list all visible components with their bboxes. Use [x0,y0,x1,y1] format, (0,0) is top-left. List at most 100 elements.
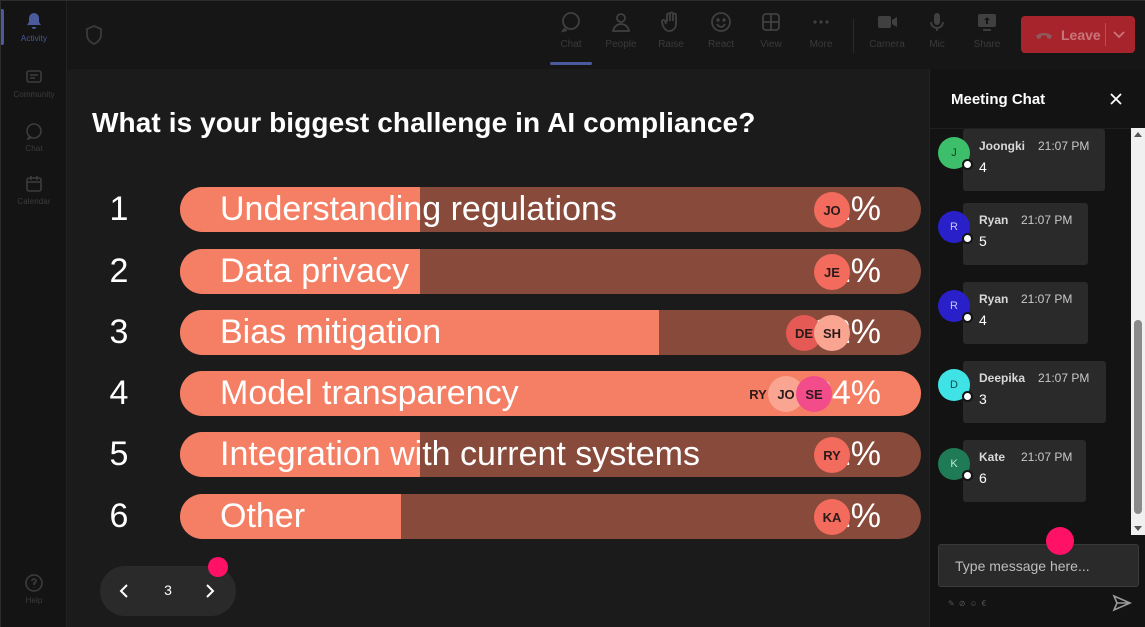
poll-option-bar[interactable]: Model transparency RY JO SE 34% [180,371,921,416]
presence-status [962,470,973,481]
toolbar-more-button[interactable]: More [797,11,845,61]
rail-label: Chat [25,144,43,153]
toolbar-raise-button[interactable]: Raise [647,11,695,61]
option-number: 4 [109,374,129,412]
option-label: Understanding regulations [220,190,617,228]
send-icon[interactable] [1112,593,1132,613]
message-text: 5 [979,233,987,249]
option-number: 1 [109,190,129,228]
toolbar-camera-button[interactable]: Camera [863,11,911,61]
bell-icon [27,13,41,29]
toolbar-share-button[interactable]: Share [963,11,1011,61]
chat-icon [26,123,42,141]
presence-status [962,233,973,244]
chat-message-input[interactable] [938,544,1139,587]
rail-item-community[interactable]: Community [1,57,67,111]
meeting-chat-panel: Meeting Chat Joongki 21:07 PM 4 J Ryan 21:07 … [929,69,1145,627]
rail-item-calendar[interactable]: Calendar [1,164,67,218]
leave-label: Leave [1061,26,1101,43]
cursor-indicator [1046,527,1074,555]
message-bubble: Ryan 21:07 PM 5 [963,203,1088,265]
voter-avatar: JE [814,254,850,290]
hang-up-icon [1036,32,1052,39]
poll-option-bar[interactable]: Data privacyJE11% [180,249,921,294]
option-label: Integration with current systems [220,435,700,473]
scroll-up-arrow[interactable] [1134,132,1142,137]
toolbar-people-button[interactable]: People [597,11,645,61]
community-icon [26,70,42,83]
poll-option-bar[interactable]: OtherKA11% [180,494,921,539]
chat-message: Kate 21:07 PM 6 K [938,440,1108,504]
next-button[interactable] [197,579,221,603]
avatar[interactable]: D [938,369,970,401]
chevron-right-icon [206,584,215,598]
view-grid-icon [762,13,780,31]
toolbar-mic-button[interactable]: Mic [913,11,961,61]
scroll-thumb[interactable] [1134,320,1142,514]
toolbar-view-button[interactable]: View [747,11,795,61]
option-number: 3 [109,313,129,351]
previous-button[interactable] [113,579,137,603]
message-text: 6 [979,470,987,486]
leave-divider [1105,23,1106,46]
voter-avatar: RY [814,437,850,473]
message-time: 21:07 PM [1038,139,1090,153]
poll-stage: What is your biggest challenge in AI com… [67,69,929,627]
formatting-toolbar: ✎ ⊘ ☺ € [948,599,986,609]
option-fill [180,494,401,539]
message-bubble: Ryan 21:07 PM 4 [963,282,1088,344]
chevron-down-icon[interactable] [1111,26,1127,42]
poll-option-bar[interactable]: Understanding regulationsJO11% [180,187,921,232]
toolbar-label: More [809,39,833,50]
rail-label: Help [25,596,43,605]
camera-icon [878,16,897,28]
format-icon[interactable]: ✎ [948,599,955,608]
chevron-left-icon [119,584,128,598]
toolbar-label: Chat [560,39,582,50]
rail-item-help[interactable]: Help [1,563,67,617]
voter-avatar: SH [814,315,850,351]
toolbar-label: React [707,39,735,50]
scroll-down-arrow[interactable] [1134,526,1142,531]
chat-message: Joongki 21:07 PM 4 J [938,129,1108,193]
react-emoji-icon [711,12,731,32]
left-rail: Activity Community Chat Calendar Help [1,1,67,627]
raise-hand-icon [661,11,677,32]
gif-icon[interactable]: € [981,599,987,608]
message-bubble: Kate 21:07 PM 6 [963,440,1086,502]
attach-icon[interactable]: ⊘ [958,599,966,608]
toolbar-chat-button[interactable]: Chat [547,11,595,65]
sender-name: Ryan [979,213,1009,227]
message-text: 3 [979,391,987,407]
emoji-icon[interactable]: ☺ [969,599,978,608]
poll-option-bar[interactable]: Integration with current systemsRY11% [180,432,921,477]
chat-message: Deepika 21:07 PM 3 D [938,361,1108,425]
message-text: 4 [979,312,987,328]
rail-item-chat[interactable]: Chat [1,111,67,165]
option-number: 6 [109,497,129,535]
close-icon[interactable] [1108,91,1124,107]
toolbar-react-button[interactable]: React [697,11,745,61]
people-icon [611,13,631,32]
option-number: 2 [109,252,129,290]
calendar-icon [26,176,42,192]
toolbar-label: Raise [658,39,684,50]
poll-option-bar[interactable]: Bias mitigationDESH22% [180,310,921,355]
option-number: 5 [109,435,129,473]
presence-status [962,312,973,323]
page-number: 3 [164,582,172,598]
toolbar-label: Camera [869,39,905,50]
cursor-indicator [208,557,228,577]
rail-item-activity[interactable]: Activity [1,1,67,55]
poll-question: What is your biggest challenge in AI com… [92,107,756,138]
more-icon [813,20,829,24]
option-label: Model transparency [220,374,519,412]
message-bubble: Joongki 21:07 PM 4 [963,129,1105,191]
chat-scrollbar[interactable] [1131,128,1145,535]
option-label: Bias mitigation [220,313,442,351]
leave-button[interactable]: Leave [1021,16,1135,53]
help-icon [25,574,43,592]
option-label: Other [220,497,306,535]
voter-avatar: KA [814,499,850,535]
